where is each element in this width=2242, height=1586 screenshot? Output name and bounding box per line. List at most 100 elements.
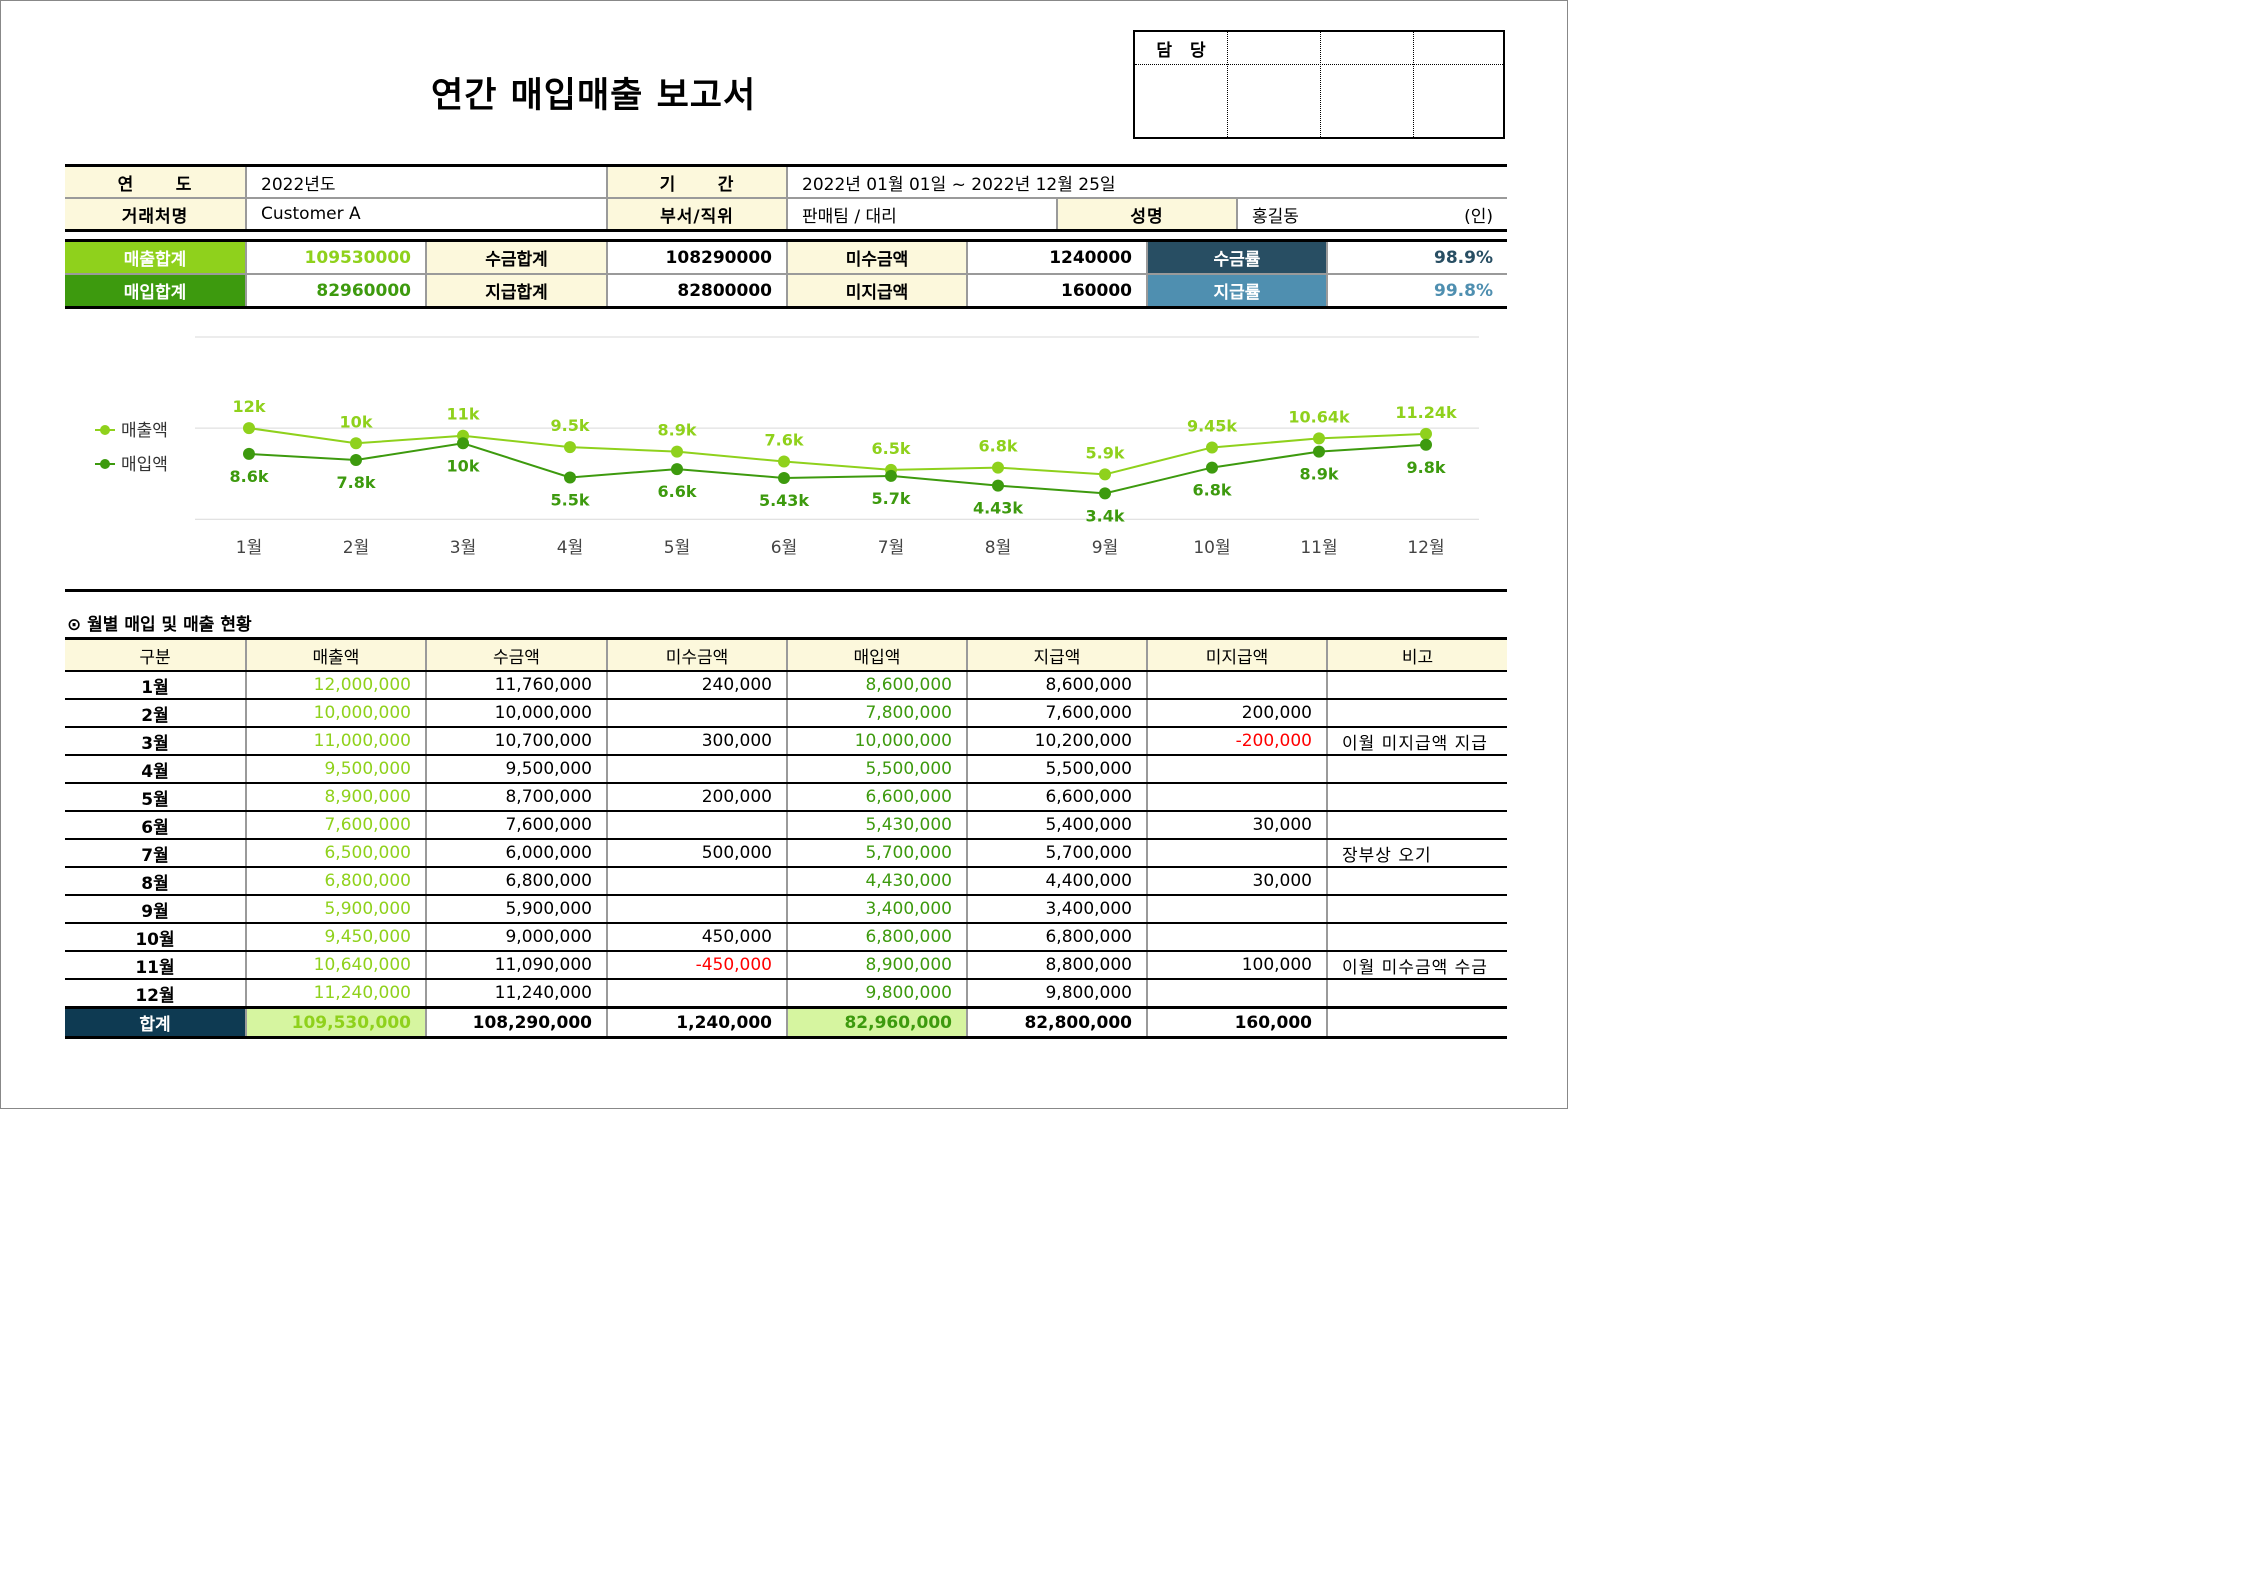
data-point xyxy=(564,441,576,454)
value-cell xyxy=(606,699,787,728)
data-point xyxy=(778,455,790,468)
value-cell: 108,290,000 xyxy=(425,1006,607,1039)
data-label: 3.4k xyxy=(1086,506,1125,525)
data-point xyxy=(1099,468,1111,481)
value-cell: 7,600,000 xyxy=(966,699,1147,728)
month-cell: 10월 xyxy=(65,923,246,952)
series-line xyxy=(248,442,1427,495)
value-cell: 30,000 xyxy=(1146,867,1327,896)
value-cell: 4,400,000 xyxy=(966,867,1147,896)
collected-total-value: 108290000 xyxy=(606,239,787,275)
note-cell xyxy=(1326,1006,1507,1039)
column-header: 지급액 xyxy=(966,637,1147,672)
total-row: 합계 109,530,000 108,290,000 1,240,000 82,960,… xyxy=(65,1006,1507,1039)
dept-value: 판매팀 / 대리 xyxy=(786,198,1057,232)
value-cell: 10,000,000 xyxy=(245,699,426,728)
payment-rate-value: 99.8% xyxy=(1326,274,1507,309)
collected-total-label: 수금합계 xyxy=(425,239,607,275)
data-label: 5.7k xyxy=(872,489,911,508)
approval-divider xyxy=(1413,32,1414,137)
data-point xyxy=(243,422,255,435)
data-point xyxy=(671,445,683,458)
value-cell xyxy=(606,755,787,784)
value-cell: 5,430,000 xyxy=(786,811,967,840)
value-cell: 8,600,000 xyxy=(786,671,967,700)
client-value: Customer A xyxy=(245,198,607,232)
period-value: 2022년 01월 01일 ~ 2022년 12월 25일 xyxy=(786,164,1507,199)
table-row: 12월 11,240,000 11,240,000 9,800,000 9,800,00… xyxy=(65,979,1507,1009)
x-tick-label: 3월 xyxy=(450,538,476,558)
table-row: 9월 5,900,000 5,900,000 3,400,000 3,400,000 xyxy=(65,895,1507,924)
data-point xyxy=(243,447,255,460)
value-cell: 6,800,000 xyxy=(966,923,1147,952)
value-cell: 5,500,000 xyxy=(966,755,1147,784)
x-tick-label: 8월 xyxy=(985,538,1011,558)
month-cell: 7월 xyxy=(65,839,246,868)
value-cell: 9,450,000 xyxy=(245,923,426,952)
value-cell xyxy=(1146,783,1327,812)
seal-mark: (인) xyxy=(1464,206,1493,227)
value-cell xyxy=(606,895,787,924)
month-cell: 5월 xyxy=(65,783,246,812)
note-cell xyxy=(1326,811,1507,840)
uncollected-label: 미수금액 xyxy=(786,239,967,275)
value-cell xyxy=(1146,839,1327,868)
year-value: 2022년도 xyxy=(245,164,607,199)
value-cell: 6,500,000 xyxy=(245,839,426,868)
value-cell: 1,240,000 xyxy=(606,1006,787,1039)
data-point xyxy=(885,469,897,482)
value-cell: 11,090,000 xyxy=(425,951,607,980)
value-cell: 5,700,000 xyxy=(786,839,967,868)
value-cell: 11,760,000 xyxy=(425,671,607,700)
x-tick-label: 11월 xyxy=(1300,538,1337,558)
legend-marker xyxy=(100,425,110,435)
value-cell: 9,800,000 xyxy=(966,979,1147,1009)
data-label: 8.6k xyxy=(230,467,269,486)
x-tick-label: 10월 xyxy=(1193,538,1230,558)
approval-box: 담당 xyxy=(1133,30,1505,139)
value-cell: 6,000,000 xyxy=(425,839,607,868)
year-label: 연 도 xyxy=(65,164,246,199)
data-label: 10k xyxy=(447,456,480,475)
name-cell: 홍길동 (인) xyxy=(1236,198,1507,232)
value-cell: 11,240,000 xyxy=(245,979,426,1009)
data-label: 11k xyxy=(447,405,480,424)
month-cell: 11월 xyxy=(65,951,246,980)
data-label: 6.5k xyxy=(872,439,911,458)
value-cell: 160,000 xyxy=(1146,1006,1327,1039)
value-cell: 450,000 xyxy=(606,923,787,952)
data-point xyxy=(457,437,469,450)
value-cell: 9,800,000 xyxy=(786,979,967,1009)
monthly-header-row: 구분 매출액 수금액 미수금액 매입액 지급액 미지급액 비고 xyxy=(65,637,1507,672)
value-cell: 5,500,000 xyxy=(786,755,967,784)
data-point xyxy=(992,461,1004,474)
value-cell xyxy=(606,811,787,840)
sales-purchase-chart: 12k 10k 11k 9.5k 8.9k 7.6k 6.5k 6.8k 5.9k 9.45k 10… xyxy=(95,336,1479,558)
value-cell: 10,640,000 xyxy=(245,951,426,980)
data-label: 10k xyxy=(340,412,373,431)
data-label: 6.6k xyxy=(658,482,697,501)
paid-total-value: 82800000 xyxy=(606,274,787,309)
x-tick-label: 1월 xyxy=(236,538,262,558)
table-row: 7월 6,500,000 6,000,000 500,000 5,700,000 5,70… xyxy=(65,839,1507,868)
table-row: 5월 8,900,000 8,700,000 200,000 6,600,000 6,60… xyxy=(65,783,1507,812)
column-header: 비고 xyxy=(1326,637,1507,672)
x-tick-label: 12월 xyxy=(1407,538,1444,558)
value-cell: 3,400,000 xyxy=(786,895,967,924)
data-label: 11.24k xyxy=(1395,403,1457,422)
table-row: 4월 9,500,000 9,500,000 5,500,000 5,500,000 xyxy=(65,755,1507,784)
section-title: ⊙ 월별 매입 및 매출 현황 xyxy=(67,615,252,635)
value-cell: 5,900,000 xyxy=(425,895,607,924)
data-point xyxy=(350,437,362,450)
data-point xyxy=(1206,461,1218,474)
legend-label: 매출액 xyxy=(121,421,168,441)
data-point xyxy=(1313,445,1325,458)
value-cell: 6,800,000 xyxy=(425,867,607,896)
value-cell: 10,000,000 xyxy=(425,699,607,728)
value-cell: 8,900,000 xyxy=(786,951,967,980)
data-label: 5.5k xyxy=(551,490,590,509)
data-point xyxy=(671,463,683,476)
data-label: 7.6k xyxy=(765,431,804,450)
value-cell: 5,900,000 xyxy=(245,895,426,924)
value-cell xyxy=(1146,895,1327,924)
